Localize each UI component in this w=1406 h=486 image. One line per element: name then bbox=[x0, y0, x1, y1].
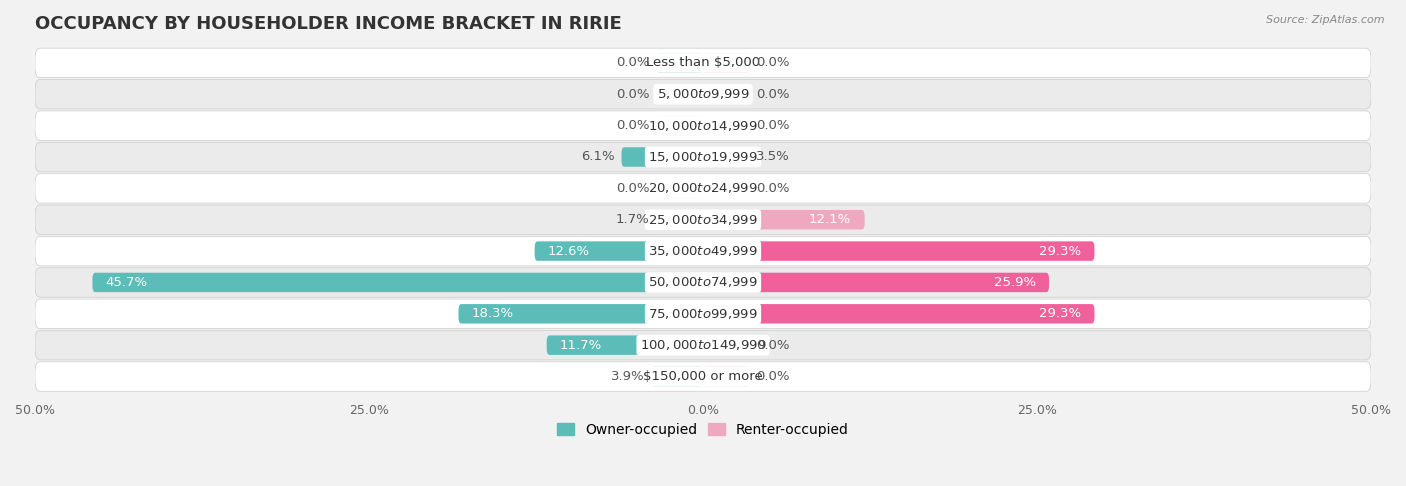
Text: 29.3%: 29.3% bbox=[1039, 244, 1081, 258]
Text: $100,000 to $149,999: $100,000 to $149,999 bbox=[640, 338, 766, 352]
Text: 6.1%: 6.1% bbox=[581, 151, 614, 163]
Text: $20,000 to $24,999: $20,000 to $24,999 bbox=[648, 181, 758, 195]
Text: $150,000 or more: $150,000 or more bbox=[643, 370, 763, 383]
FancyBboxPatch shape bbox=[657, 116, 703, 136]
FancyBboxPatch shape bbox=[547, 335, 703, 355]
Legend: Owner-occupied, Renter-occupied: Owner-occupied, Renter-occupied bbox=[551, 417, 855, 443]
FancyBboxPatch shape bbox=[35, 299, 1371, 329]
FancyBboxPatch shape bbox=[657, 179, 703, 198]
Text: 12.1%: 12.1% bbox=[808, 213, 851, 226]
FancyBboxPatch shape bbox=[703, 147, 749, 167]
FancyBboxPatch shape bbox=[35, 236, 1371, 266]
FancyBboxPatch shape bbox=[703, 304, 1094, 324]
FancyBboxPatch shape bbox=[35, 268, 1371, 297]
Text: 0.0%: 0.0% bbox=[756, 339, 790, 352]
FancyBboxPatch shape bbox=[93, 273, 703, 292]
Text: 29.3%: 29.3% bbox=[1039, 307, 1081, 320]
Text: 12.6%: 12.6% bbox=[548, 244, 591, 258]
Text: $25,000 to $34,999: $25,000 to $34,999 bbox=[648, 213, 758, 226]
FancyBboxPatch shape bbox=[657, 53, 703, 72]
FancyBboxPatch shape bbox=[703, 179, 749, 198]
FancyBboxPatch shape bbox=[703, 210, 865, 229]
Text: 0.0%: 0.0% bbox=[756, 370, 790, 383]
FancyBboxPatch shape bbox=[35, 362, 1371, 391]
Text: $10,000 to $14,999: $10,000 to $14,999 bbox=[648, 119, 758, 133]
FancyBboxPatch shape bbox=[35, 174, 1371, 203]
Text: 11.7%: 11.7% bbox=[560, 339, 602, 352]
Text: 0.0%: 0.0% bbox=[756, 182, 790, 195]
Text: 45.7%: 45.7% bbox=[105, 276, 148, 289]
Text: 1.7%: 1.7% bbox=[616, 213, 650, 226]
Text: 0.0%: 0.0% bbox=[616, 119, 650, 132]
FancyBboxPatch shape bbox=[621, 147, 703, 167]
Text: $35,000 to $49,999: $35,000 to $49,999 bbox=[648, 244, 758, 258]
Text: 25.9%: 25.9% bbox=[994, 276, 1036, 289]
Text: 0.0%: 0.0% bbox=[616, 56, 650, 69]
Text: $50,000 to $74,999: $50,000 to $74,999 bbox=[648, 276, 758, 290]
Text: 3.9%: 3.9% bbox=[610, 370, 644, 383]
FancyBboxPatch shape bbox=[703, 335, 749, 355]
Text: 3.5%: 3.5% bbox=[756, 151, 790, 163]
Text: Less than $5,000: Less than $5,000 bbox=[645, 56, 761, 69]
Text: $15,000 to $19,999: $15,000 to $19,999 bbox=[648, 150, 758, 164]
FancyBboxPatch shape bbox=[703, 85, 749, 104]
Text: 0.0%: 0.0% bbox=[616, 182, 650, 195]
FancyBboxPatch shape bbox=[35, 80, 1371, 109]
Text: 18.3%: 18.3% bbox=[472, 307, 515, 320]
FancyBboxPatch shape bbox=[703, 367, 749, 386]
Text: 0.0%: 0.0% bbox=[756, 88, 790, 101]
Text: 0.0%: 0.0% bbox=[756, 119, 790, 132]
FancyBboxPatch shape bbox=[534, 242, 703, 261]
Text: 0.0%: 0.0% bbox=[616, 88, 650, 101]
Text: $75,000 to $99,999: $75,000 to $99,999 bbox=[648, 307, 758, 321]
FancyBboxPatch shape bbox=[703, 273, 1049, 292]
FancyBboxPatch shape bbox=[657, 85, 703, 104]
Text: OCCUPANCY BY HOUSEHOLDER INCOME BRACKET IN RIRIE: OCCUPANCY BY HOUSEHOLDER INCOME BRACKET … bbox=[35, 15, 621, 33]
FancyBboxPatch shape bbox=[703, 116, 749, 136]
Text: Source: ZipAtlas.com: Source: ZipAtlas.com bbox=[1267, 15, 1385, 25]
FancyBboxPatch shape bbox=[35, 48, 1371, 78]
FancyBboxPatch shape bbox=[651, 367, 703, 386]
FancyBboxPatch shape bbox=[35, 111, 1371, 140]
Text: 0.0%: 0.0% bbox=[756, 56, 790, 69]
FancyBboxPatch shape bbox=[703, 53, 749, 72]
Text: $5,000 to $9,999: $5,000 to $9,999 bbox=[657, 87, 749, 101]
FancyBboxPatch shape bbox=[35, 205, 1371, 234]
FancyBboxPatch shape bbox=[657, 210, 703, 229]
FancyBboxPatch shape bbox=[458, 304, 703, 324]
FancyBboxPatch shape bbox=[35, 142, 1371, 172]
FancyBboxPatch shape bbox=[35, 330, 1371, 360]
FancyBboxPatch shape bbox=[703, 242, 1094, 261]
